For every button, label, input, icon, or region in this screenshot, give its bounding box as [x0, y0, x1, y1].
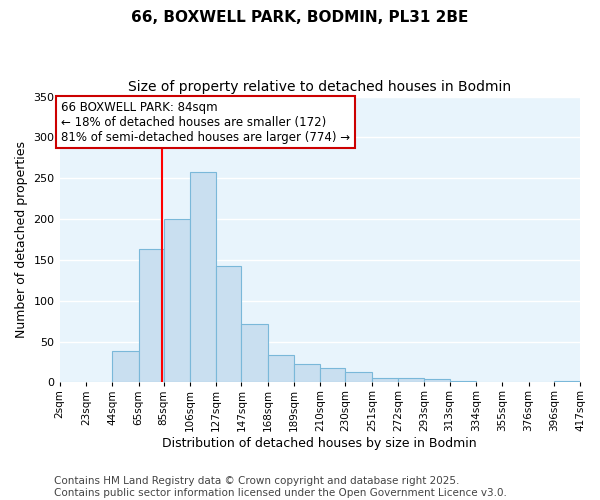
Bar: [241, 324, 268, 382]
Bar: [449, 380, 476, 382]
Text: 66 BOXWELL PARK: 84sqm
← 18% of detached houses are smaller (172)
81% of semi-de: 66 BOXWELL PARK: 84sqm ← 18% of detached…: [61, 100, 350, 144]
Bar: [346, 372, 372, 382]
Bar: [398, 378, 424, 382]
Bar: [112, 352, 139, 382]
X-axis label: Distribution of detached houses by size in Bodmin: Distribution of detached houses by size …: [163, 437, 477, 450]
Text: Contains HM Land Registry data © Crown copyright and database right 2025.
Contai: Contains HM Land Registry data © Crown c…: [54, 476, 507, 498]
Bar: [554, 380, 580, 382]
Bar: [268, 354, 294, 382]
Bar: [372, 378, 398, 382]
Text: 66, BOXWELL PARK, BODMIN, PL31 2BE: 66, BOXWELL PARK, BODMIN, PL31 2BE: [131, 10, 469, 25]
Bar: [139, 250, 164, 382]
Y-axis label: Number of detached properties: Number of detached properties: [15, 141, 28, 338]
Bar: [217, 266, 241, 382]
Bar: [320, 368, 346, 382]
Bar: [190, 172, 217, 382]
Bar: [294, 364, 320, 382]
Bar: [164, 219, 190, 382]
Bar: [424, 379, 449, 382]
Title: Size of property relative to detached houses in Bodmin: Size of property relative to detached ho…: [128, 80, 511, 94]
